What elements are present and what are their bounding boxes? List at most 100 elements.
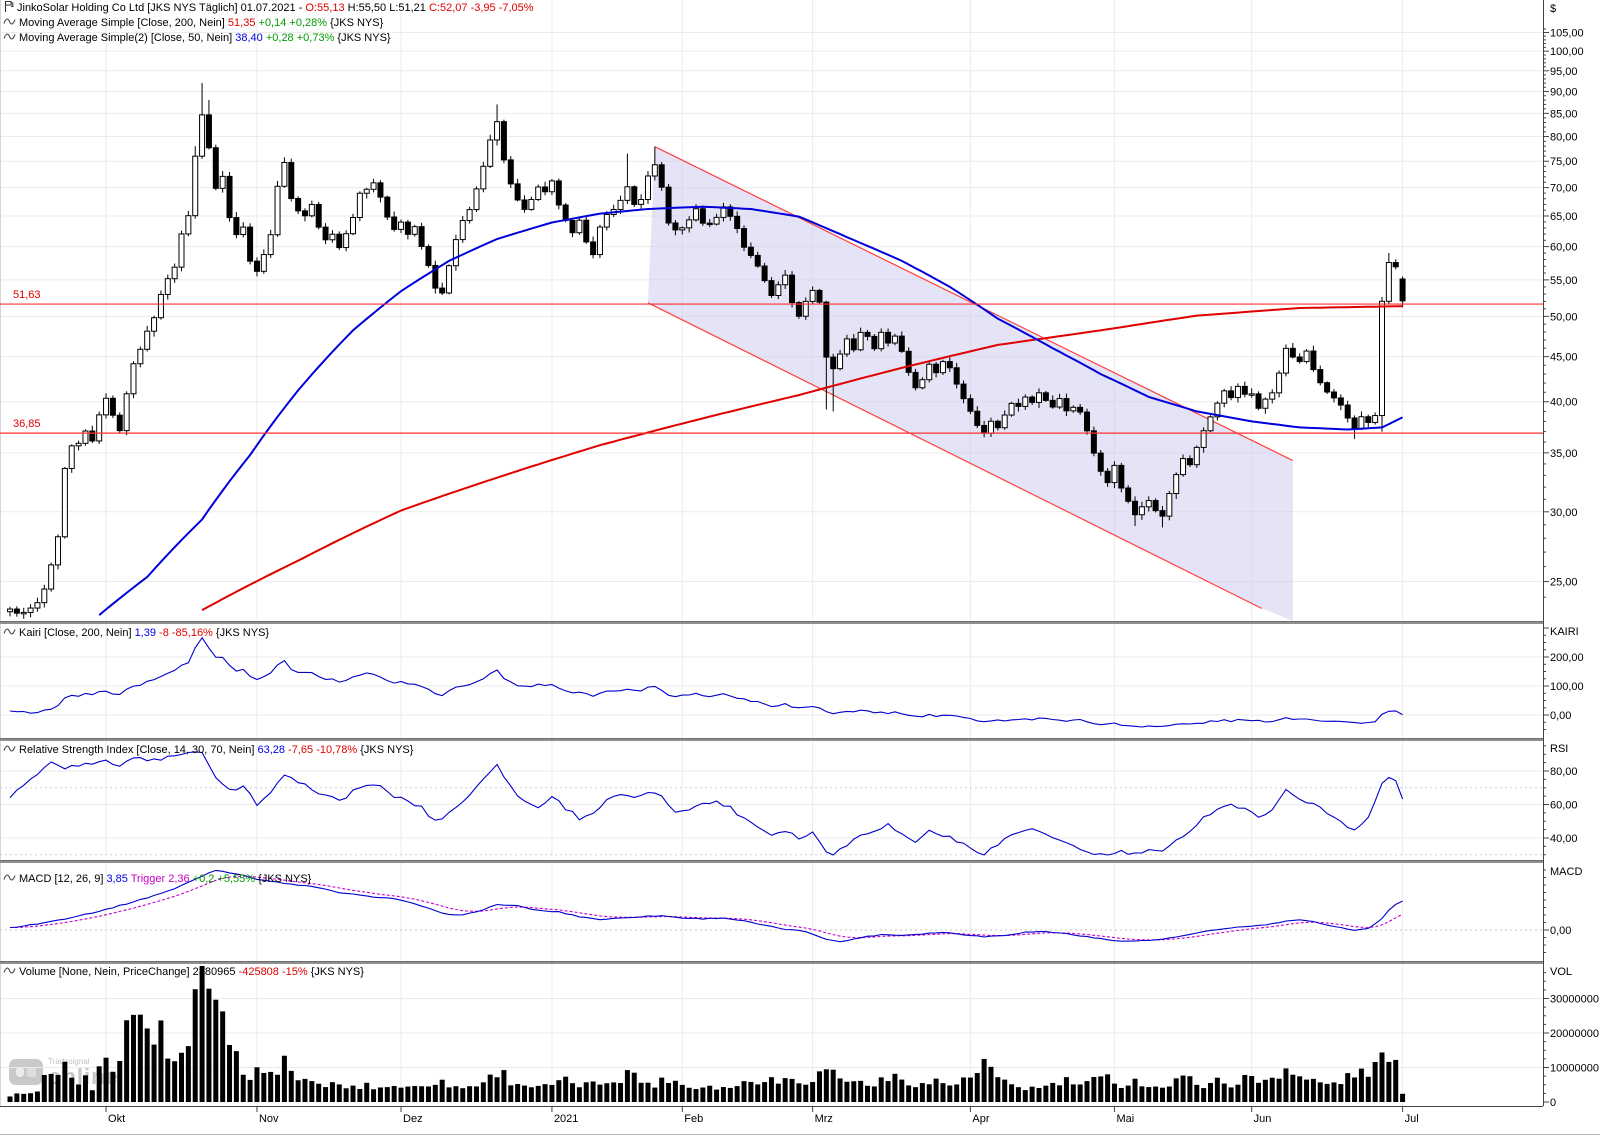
svg-text:45,00: 45,00 [1550, 352, 1578, 364]
instrument-title-row[interactable]: JinkoSolar Holding Co Ltd [JKS NYS Tägli… [3, 0, 534, 18]
macd-axis-name: MACD [1550, 866, 1583, 878]
kairi-header-text-0: Kairi [Close, 200, Nein] [19, 627, 135, 639]
instrument-title-text-0: JinkoSolar Holding Co Ltd [JKS NYS Tägli… [17, 2, 241, 14]
macd-header-text-3: 2,36 [168, 873, 193, 885]
rsi-line[interactable] [9, 751, 1404, 856]
svg-text:75,00: 75,00 [1550, 156, 1578, 168]
macd-header-text-4: +0,2 +5,55% [192, 873, 259, 885]
macd-header-text-2: Trigger [130, 873, 169, 885]
svg-text:70,00: 70,00 [1550, 183, 1578, 195]
price-axis-unit: $ [1550, 3, 1557, 15]
ma50-header-text-2: +0,28 +0,73% [265, 32, 338, 44]
ma50-header-row[interactable]: Moving Average Simple(2) [Close, 50, Nei… [3, 31, 534, 46]
watermark-line1: Tradesignal [48, 1057, 90, 1066]
rsi-header-text-3: {JKS NYS} [360, 744, 414, 756]
svg-text:200,00: 200,00 [1550, 652, 1584, 664]
svg-text:Jul: Jul [1405, 1113, 1419, 1125]
kairi-panel-header[interactable]: Kairi [Close, 200, Nein] 1,39 -8 -85,16%… [3, 626, 269, 641]
tradesignal-logo-icon [9, 1059, 43, 1085]
svg-text:80,00: 80,00 [1550, 766, 1578, 778]
ma50-header-text: Moving Average Simple(2) [Close, 50, Nei… [19, 31, 391, 46]
svg-text:40,00: 40,00 [1550, 833, 1578, 845]
svg-text:100,00: 100,00 [1550, 681, 1584, 693]
moving-average-lines[interactable] [98, 205, 1404, 616]
panel-splitter[interactable] [0, 860, 1543, 863]
indicator-wave-icon [3, 743, 16, 758]
hline-label-3685[interactable]: 36,85 [13, 418, 41, 430]
volume-header-text-3: {JKS NYS} [310, 966, 364, 978]
svg-text:Mrz: Mrz [815, 1113, 833, 1125]
svg-text:Mai: Mai [1116, 1113, 1134, 1125]
vol-axis-name: VOL [1550, 966, 1573, 978]
ma50-header-text-0: Moving Average Simple(2) [Close, 50, Nei… [19, 32, 236, 44]
macd-header-text-0: MACD [12, 26, 9] [19, 873, 107, 885]
time-axis[interactable] [0, 1107, 1600, 1135]
svg-text:Nov: Nov [259, 1113, 279, 1125]
svg-text:60,00: 60,00 [1550, 800, 1578, 812]
instrument-title-text-5: C:52,07 -3,95 -7,05% [428, 2, 534, 14]
svg-text:30000000: 30000000 [1550, 994, 1599, 1006]
svg-text:100,00: 100,00 [1550, 46, 1584, 58]
indicator-wave-icon [3, 626, 16, 641]
hline-label-5163[interactable]: 51,63 [13, 289, 41, 301]
svg-text:95,00: 95,00 [1550, 66, 1578, 78]
ma200-header-text-2: +0,14 +0,28% [258, 17, 331, 29]
indicator-wave-icon [3, 965, 16, 980]
ma200-header-row[interactable]: Moving Average Simple [Close, 200, Nein]… [3, 16, 534, 31]
svg-text:0: 0 [1550, 1097, 1556, 1109]
svg-text:35,00: 35,00 [1550, 448, 1578, 460]
svg-text:90,00: 90,00 [1550, 86, 1578, 98]
rsi-header-text-0: Relative Strength Index [Close, 14, 30, … [19, 744, 258, 756]
kairi-header-text-1: 1,39 [134, 627, 160, 639]
kairi-header-text: Kairi [Close, 200, Nein] 1,39 -8 -85,16%… [19, 626, 269, 641]
instrument-title-text-1: 01.07.2021 - [240, 2, 306, 14]
rsi-header-text: Relative Strength Index [Close, 14, 30, … [19, 743, 413, 758]
panel-splitter[interactable] [0, 621, 1543, 624]
svg-text:Dez: Dez [403, 1113, 423, 1125]
ma50-line [98, 205, 1404, 616]
candlestick-series[interactable] [7, 83, 1406, 619]
volume-header-text: Volume [None, Nein, PriceChange] 2380965… [19, 965, 364, 980]
instrument-title-text-4: L:51,21 [389, 2, 429, 14]
indicator-wave-icon [3, 31, 16, 46]
macd-header-text-1: 3,85 [106, 873, 131, 885]
price-panel-header[interactable]: JinkoSolar Holding Co Ltd [JKS NYS Tägli… [3, 0, 534, 46]
macd-header-text-5: {JKS NYS} [258, 873, 312, 885]
macd-panel-header[interactable]: MACD [12, 26, 9] 3,85 Trigger 2,36 +0,2 … [3, 872, 311, 887]
kairi-axis-name: KAIRI [1550, 626, 1579, 638]
indicator-wave-icon [3, 872, 16, 887]
instrument-title-text: JinkoSolar Holding Co Ltd [JKS NYS Tägli… [17, 1, 534, 16]
svg-text:Jun: Jun [1254, 1113, 1272, 1125]
volume-header-text-1: 2380965 [192, 966, 239, 978]
svg-text:Feb: Feb [684, 1113, 703, 1125]
svg-text:40,00: 40,00 [1550, 397, 1578, 409]
right-axis[interactable] [0, 0, 1549, 1107]
svg-text:20000000: 20000000 [1550, 1028, 1599, 1040]
macd-header-text: MACD [12, 26, 9] 3,85 Trigger 2,36 +0,2 … [19, 872, 311, 887]
svg-text:50,00: 50,00 [1550, 311, 1578, 323]
instrument-title-text-3: H:55,50 [347, 2, 390, 14]
volume-header-text-0: Volume [None, Nein, PriceChange] [19, 966, 193, 978]
instrument-icon [3, 0, 14, 18]
indicator-wave-icon [3, 16, 16, 31]
macd-trigger-line[interactable] [10, 875, 1403, 941]
rsi-panel-header[interactable]: Relative Strength Index [Close, 14, 30, … [3, 743, 413, 758]
svg-text:Okt: Okt [108, 1113, 125, 1125]
svg-text:2021: 2021 [554, 1113, 578, 1125]
svg-text:65,00: 65,00 [1550, 211, 1578, 223]
kairi-line[interactable] [9, 636, 1403, 728]
ma200-header-text: Moving Average Simple [Close, 200, Nein]… [19, 16, 383, 31]
gridlines [0, 0, 1543, 1106]
panel-splitter[interactable] [0, 961, 1543, 964]
panel-splitter[interactable] [0, 738, 1543, 741]
volume-panel-header[interactable]: Volume [None, Nein, PriceChange] 2380965… [3, 965, 364, 980]
volume-header-text-2: -425808 -15% [238, 966, 311, 978]
svg-text:30,00: 30,00 [1550, 507, 1578, 519]
svg-text:105,00: 105,00 [1550, 27, 1584, 39]
svg-text:Apr: Apr [972, 1113, 989, 1125]
ma200-header-text-3: {JKS NYS} [330, 17, 384, 29]
volume-series[interactable] [7, 966, 1406, 1102]
ma200-line [201, 305, 1403, 611]
macd-line[interactable] [9, 869, 1403, 943]
